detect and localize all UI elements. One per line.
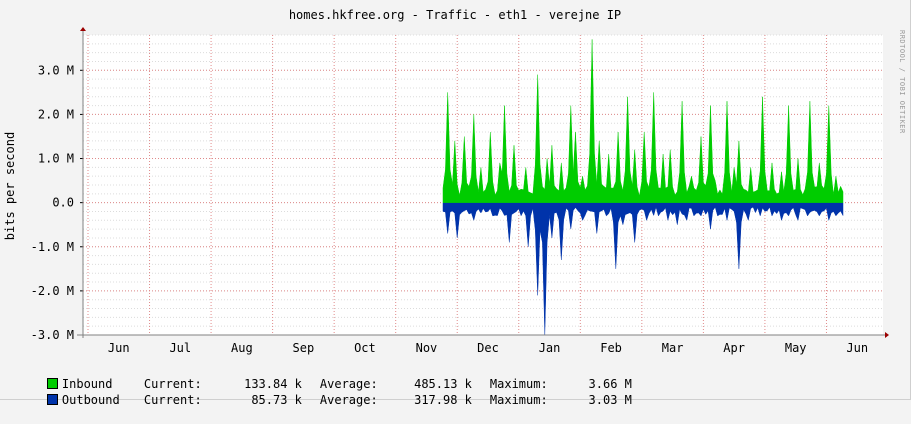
x-tick-label: Aug — [231, 341, 253, 355]
x-tick-label: Jul — [169, 341, 191, 355]
outbound-average-label: Average: — [320, 392, 400, 408]
outbound-label: Outbound — [62, 392, 144, 408]
y-tick-label: 1.0 M — [38, 152, 74, 166]
outbound-maximum-value: 3.03 M — [568, 392, 632, 408]
outbound-current-label: Current: — [144, 392, 216, 408]
outbound-current-value: 85.73 k — [216, 392, 302, 408]
y-axis-label: bits per second — [3, 132, 17, 240]
outbound-maximum-label: Maximum: — [490, 392, 568, 408]
y-tick-label: 2.0 M — [38, 107, 74, 121]
x-tick-label: Feb — [600, 341, 622, 355]
x-tick-label: Jun — [108, 341, 130, 355]
x-tick-label: May — [785, 341, 807, 355]
y-tick-label: -3.0 M — [31, 328, 74, 342]
x-tick-label: Sep — [293, 341, 315, 355]
graph-frame: 3.0 M 2.0 M 1.0 M 0.0 -1.0 M -2.0 M -3.0 M Jun J… — [0, 0, 911, 400]
traffic-chart: 3.0 M 2.0 M 1.0 M 0.0 -1.0 M -2.0 M -3.0 M Jun J… — [0, 0, 911, 400]
x-tick-label: Mar — [662, 341, 684, 355]
x-tick-label: Apr — [723, 341, 745, 355]
x-tick-label: Jan — [539, 341, 561, 355]
y-tick-label: 3.0 M — [38, 63, 74, 77]
legend-row-outbound: Outbound Current: 85.73 k Average: 317.98 k M… — [18, 376, 632, 424]
x-tick-label: Oct — [354, 341, 376, 355]
x-tick-label: Nov — [416, 341, 438, 355]
y-tick-label: 0.0 — [52, 196, 74, 210]
y-axis-arrow — [80, 27, 86, 31]
outbound-average-value: 317.98 k — [400, 392, 472, 408]
y-tick-label: -1.0 M — [31, 240, 74, 254]
x-tick-label: Jun — [846, 341, 868, 355]
y-tick-label: -2.0 M — [31, 284, 74, 298]
chart-title: homes.hkfree.org - Traffic - eth1 - vere… — [289, 8, 621, 22]
x-axis-arrow — [885, 332, 889, 338]
rrdtool-watermark: RRDTOOL / TOBI OETIKER — [898, 30, 906, 134]
x-tick-label: Dec — [477, 341, 499, 355]
